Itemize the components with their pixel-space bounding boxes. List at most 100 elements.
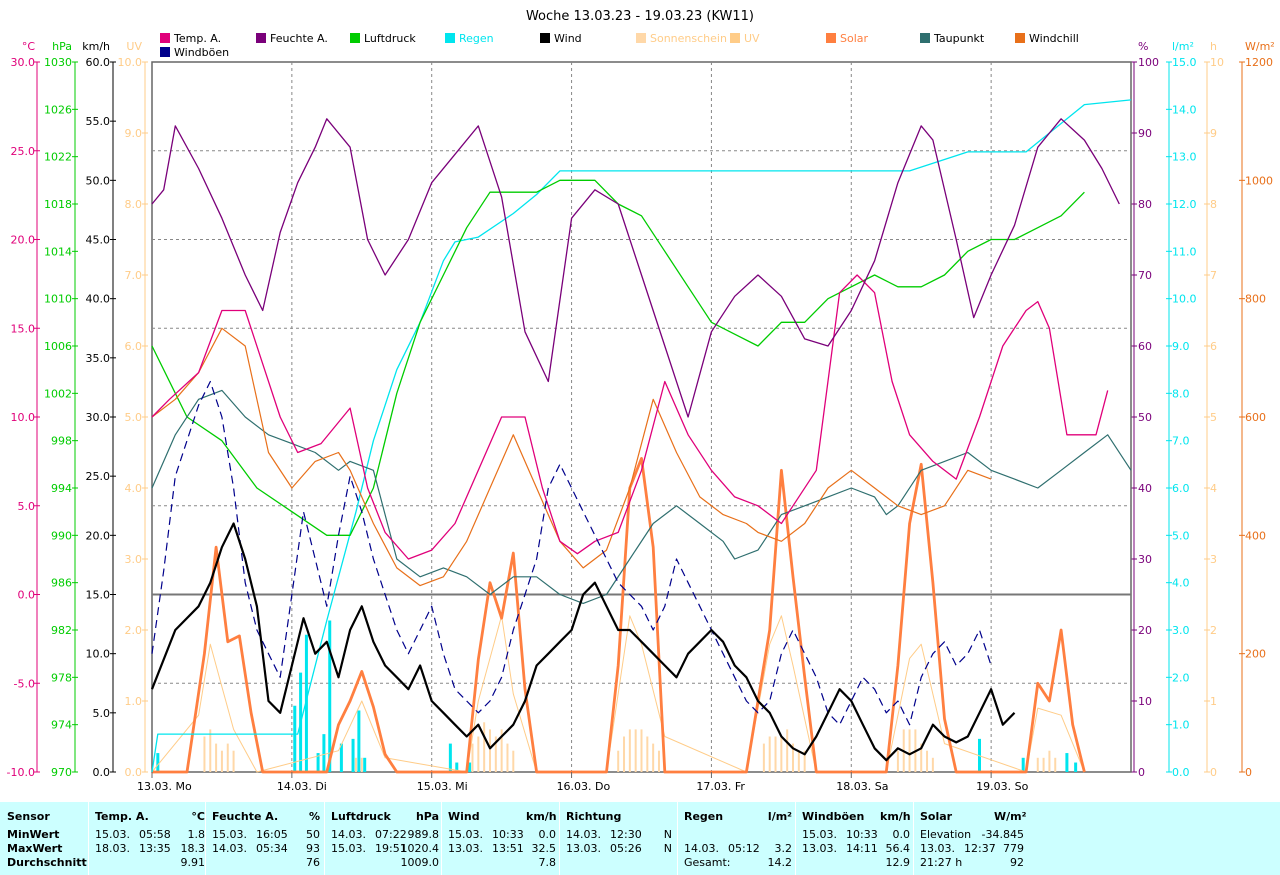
axis-tick-kmh: 50.0 — [86, 174, 111, 187]
axis-tick-lm2: 11.0 — [1172, 245, 1197, 258]
axis-tick-pct: 60 — [1138, 340, 1152, 353]
axis-tick-hpa: 1026 — [44, 103, 72, 116]
stats-cell-value: 50 — [306, 828, 320, 841]
axis-tick-pct: 20 — [1138, 624, 1152, 637]
axis-unit-wm2: W/m² — [1245, 40, 1275, 53]
stats-cell-time: 10:33 — [846, 828, 878, 841]
stats-cell-date: 14.03. — [566, 828, 601, 841]
stats-cell-value: 32.5 — [531, 842, 557, 855]
axis-tick-pct: 50 — [1138, 411, 1152, 424]
axis-tick-lm2: 12.0 — [1172, 198, 1197, 211]
stats-cell-time: 19:51 — [375, 842, 407, 855]
stats-sensor-title: Sensor — [7, 810, 50, 823]
stats-cell-time: 05:34 — [256, 842, 288, 855]
stats-col-unit: km/h — [880, 810, 911, 823]
axis-tick-hpa: 974 — [51, 719, 72, 732]
axis-tick-uv: 1.0 — [125, 695, 143, 708]
axis-tick-temp: -5.0 — [14, 677, 35, 690]
axis-tick-hpa: 1006 — [44, 340, 72, 353]
stats-separator — [324, 802, 325, 875]
stats-cell-date: 15.03. — [212, 828, 247, 841]
legend-swatch — [445, 33, 455, 43]
series-line-feuchte-a- — [151, 118, 1120, 418]
stats-separator — [913, 802, 914, 875]
axis-unit-pct: % — [1138, 40, 1148, 53]
axis-tick-wm2: 1200 — [1245, 56, 1273, 69]
stats-cell-time: 16:05 — [256, 828, 288, 841]
weather-chart: Woche 13.03.23 - 19.03.23 (KW11) Temp. A… — [7, 9, 1275, 793]
x-tick-label: 15.03. Mi — [417, 780, 468, 793]
stats-col-title: Regen — [684, 810, 724, 823]
axis-unit-h: h — [1210, 40, 1217, 53]
axis-tick-pct: 80 — [1138, 198, 1152, 211]
legend-swatch — [636, 33, 646, 43]
x-tick-label: 19.03. So — [976, 780, 1028, 793]
series-line-wind — [150, 522, 1016, 762]
stats-cell-value: 989.8 — [407, 828, 440, 841]
axis-tick-lm2: 9.0 — [1172, 340, 1190, 353]
legend-label: Solar — [840, 32, 869, 45]
axis-tick-lm2: 6.0 — [1172, 482, 1190, 495]
stats-col-title: Temp. A. — [95, 810, 149, 823]
axis-unit-hpa: hPa — [52, 40, 72, 53]
stats-cell-value: 1.8 — [187, 828, 206, 841]
stats-col-title: Luftdruck — [331, 810, 391, 823]
stats-col-title: Windböen — [802, 810, 865, 823]
axis-tick-wm2: 1000 — [1245, 174, 1273, 187]
axis-tick-h: 10 — [1210, 56, 1224, 69]
stats-cell-date: 15.03. — [331, 842, 366, 855]
stats-cell-time: 12:37 — [964, 842, 996, 855]
stats-cell-value: 76 — [306, 856, 320, 869]
chart-axes: °C30.025.020.015.010.05.00.0-5.0-10.0hPa… — [7, 40, 1275, 779]
stats-separator — [677, 802, 678, 875]
axis-unit-temp: °C — [22, 40, 36, 53]
stats-separator — [795, 802, 796, 875]
axis-tick-uv: 0.0 — [125, 766, 143, 779]
axis-tick-kmh: 55.0 — [86, 115, 111, 128]
stats-col-unit: W/m² — [994, 810, 1027, 823]
axis-tick-wm2: 200 — [1245, 648, 1266, 661]
x-tick-label: 14.03. Di — [277, 780, 327, 793]
axis-tick-h: 4 — [1210, 482, 1217, 495]
stats-cell-value: N — [663, 828, 672, 841]
stats-cell-date: 13.03. — [802, 842, 837, 855]
stats-cell-date: 15.03. — [95, 828, 130, 841]
axis-tick-hpa: 994 — [51, 482, 72, 495]
axis-tick-temp: 20.0 — [11, 234, 36, 247]
axis-tick-kmh: 45.0 — [86, 234, 111, 247]
legend-label: Luftdruck — [364, 32, 416, 45]
axis-tick-lm2: 10.0 — [1172, 293, 1197, 306]
axis-tick-kmh: 40.0 — [86, 293, 111, 306]
legend-swatch — [350, 33, 360, 43]
axis-tick-kmh: 60.0 — [86, 56, 111, 69]
plot-area — [150, 61, 1132, 774]
stats-separator — [559, 802, 560, 875]
stats-cell-value: 3.2 — [774, 842, 793, 855]
axis-tick-kmh: 20.0 — [86, 529, 111, 542]
axis-tick-lm2: 8.0 — [1172, 387, 1190, 400]
axis-tick-hpa: 1030 — [44, 56, 72, 69]
axis-tick-kmh: 35.0 — [86, 352, 111, 365]
stats-cell-value: 9.91 — [180, 856, 206, 869]
axis-tick-temp: 0.0 — [18, 589, 36, 602]
stats-cell-value: 12.9 — [885, 856, 911, 869]
stats-row-label: MinWert — [7, 828, 60, 841]
axis-tick-hpa: 1002 — [44, 387, 72, 400]
stats-col-title: Feuchte A. — [212, 810, 279, 823]
x-tick-label: 18.03. Sa — [836, 780, 888, 793]
stats-separator — [441, 802, 442, 875]
axis-tick-pct: 40 — [1138, 482, 1152, 495]
axis-tick-h: 5 — [1210, 411, 1217, 424]
axis-tick-lm2: 1.0 — [1172, 719, 1190, 732]
legend-swatch — [920, 33, 930, 43]
axis-tick-hpa: 998 — [51, 435, 72, 448]
series-line-luftdruck — [151, 179, 1085, 536]
stats-cell-value: 0.0 — [538, 828, 557, 841]
stats-cell-value: 0.0 — [892, 828, 911, 841]
axis-tick-uv: 10.0 — [118, 56, 143, 69]
stats-col-title: Solar — [920, 810, 953, 823]
axis-tick-lm2: 4.0 — [1172, 577, 1190, 590]
axis-tick-lm2: 2.0 — [1172, 671, 1190, 684]
stats-cell-time: 14:11 — [846, 842, 878, 855]
axis-tick-hpa: 990 — [51, 529, 72, 542]
